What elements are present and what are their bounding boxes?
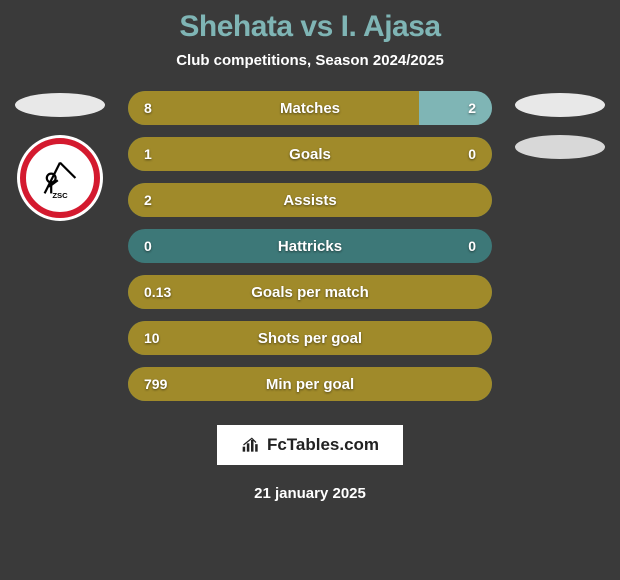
brand-badge[interactable]: FcTables.com <box>217 425 403 465</box>
stat-value-right: 0 <box>468 238 476 254</box>
stat-bar: 10Shots per goal <box>128 321 492 355</box>
zamalek-logo-icon: ZSC <box>38 156 82 200</box>
stat-bar: 0.13Goals per match <box>128 275 492 309</box>
stat-bar: 2Assists <box>128 183 492 217</box>
stat-label: Min per goal <box>128 376 492 393</box>
stat-label: Matches <box>128 100 492 117</box>
left-player-col: ZSC <box>10 91 110 221</box>
stat-label: Goals <box>128 146 492 163</box>
stat-label: Shots per goal <box>128 330 492 347</box>
stat-bar: 8Matches2 <box>128 91 492 125</box>
page-title: Shehata vs I. Ajasa <box>179 10 440 44</box>
svg-text:ZSC: ZSC <box>52 191 68 200</box>
player1-club-badge: ZSC <box>17 135 103 221</box>
brand-text: FcTables.com <box>267 435 379 455</box>
stat-label: Hattricks <box>128 238 492 255</box>
stat-bar: 1Goals0 <box>128 137 492 171</box>
zamalek-logo-ring: ZSC <box>20 138 100 218</box>
stat-bars: 8Matches21Goals02Assists0Hattricks00.13G… <box>110 91 510 401</box>
stat-bar: 799Min per goal <box>128 367 492 401</box>
player2-flag-oval <box>515 93 605 117</box>
stat-label: Assists <box>128 192 492 209</box>
stat-value-right: 0 <box>468 146 476 162</box>
player2-club-oval <box>515 135 605 159</box>
chart-icon <box>241 436 261 454</box>
stat-bar: 0Hattricks0 <box>128 229 492 263</box>
footer-date: 21 january 2025 <box>254 485 366 502</box>
comparison-area: ZSC 8Matches21Goals02Assists0Hattricks00… <box>0 91 620 401</box>
stat-value-right: 2 <box>468 100 476 116</box>
stat-label: Goals per match <box>128 284 492 301</box>
player1-flag-oval <box>15 93 105 117</box>
page-subtitle: Club competitions, Season 2024/2025 <box>176 52 444 69</box>
right-player-col <box>510 91 610 159</box>
